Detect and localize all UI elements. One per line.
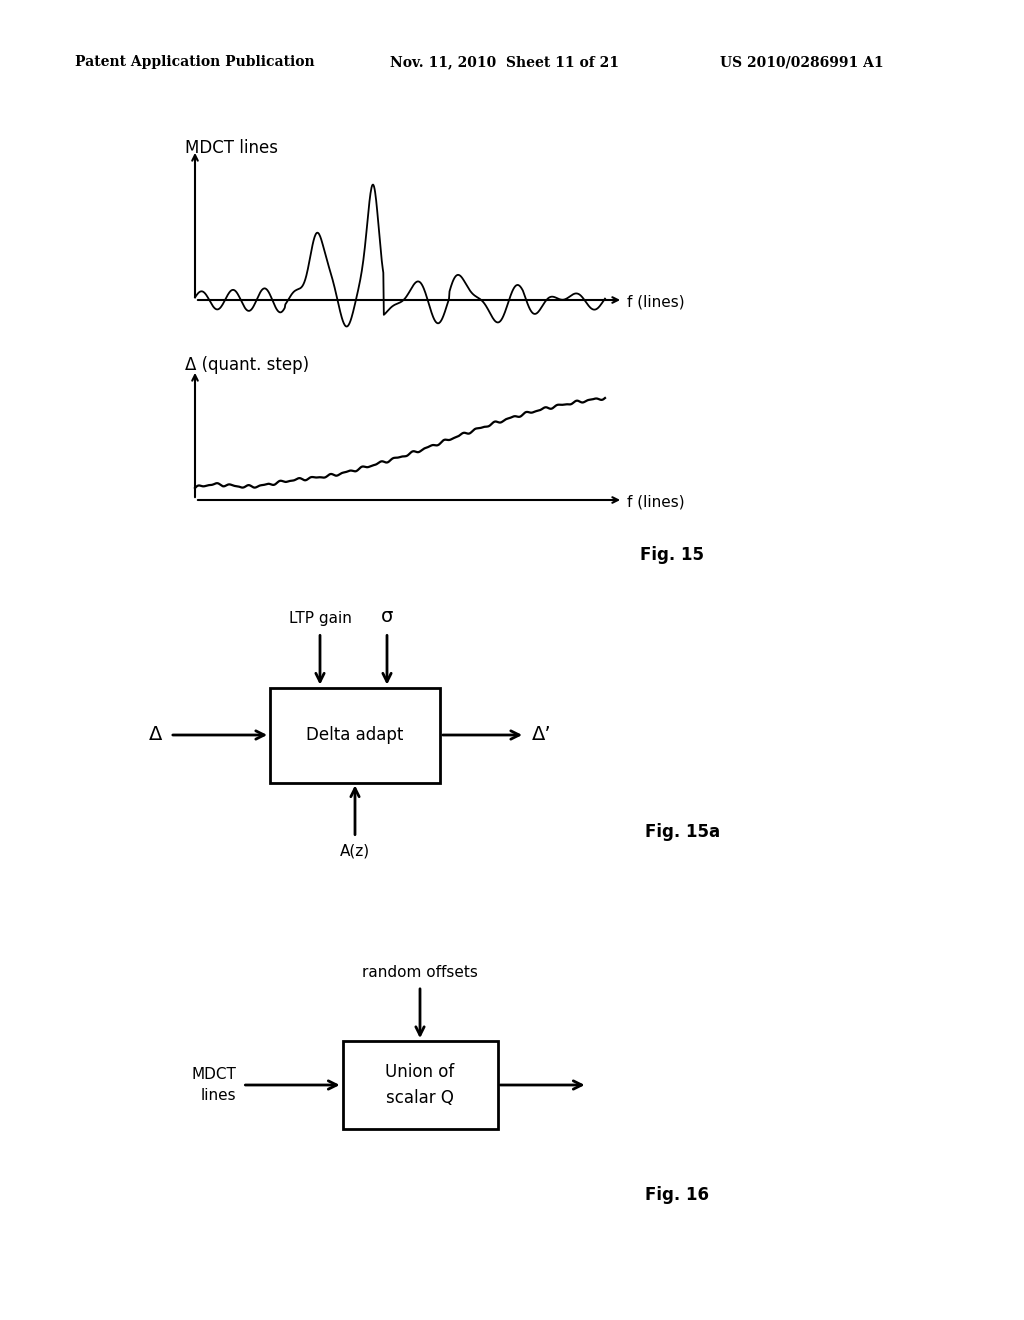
Text: A(z): A(z) — [340, 843, 370, 858]
Text: MDCT
lines: MDCT lines — [191, 1067, 237, 1104]
Text: Δ’: Δ’ — [532, 726, 552, 744]
Text: Fig. 15a: Fig. 15a — [645, 822, 720, 841]
Text: σ: σ — [381, 607, 393, 627]
Text: US 2010/0286991 A1: US 2010/0286991 A1 — [720, 55, 884, 69]
Text: random offsets: random offsets — [362, 965, 478, 979]
Text: LTP gain: LTP gain — [289, 611, 351, 627]
Text: Union of
scalar Q: Union of scalar Q — [385, 1063, 455, 1107]
Bar — [270, 688, 440, 783]
Text: Fig. 16: Fig. 16 — [645, 1185, 709, 1204]
Bar — [342, 1041, 498, 1129]
Text: Delta adapt: Delta adapt — [306, 726, 403, 744]
Text: Δ: Δ — [148, 726, 162, 744]
Text: MDCT lines: MDCT lines — [185, 139, 278, 157]
Text: Δ (quant. step): Δ (quant. step) — [185, 356, 309, 374]
Text: Fig. 15: Fig. 15 — [640, 546, 705, 564]
Text: Nov. 11, 2010  Sheet 11 of 21: Nov. 11, 2010 Sheet 11 of 21 — [390, 55, 618, 69]
Text: f (lines): f (lines) — [627, 294, 685, 309]
Text: Patent Application Publication: Patent Application Publication — [75, 55, 314, 69]
Text: f (lines): f (lines) — [627, 495, 685, 510]
